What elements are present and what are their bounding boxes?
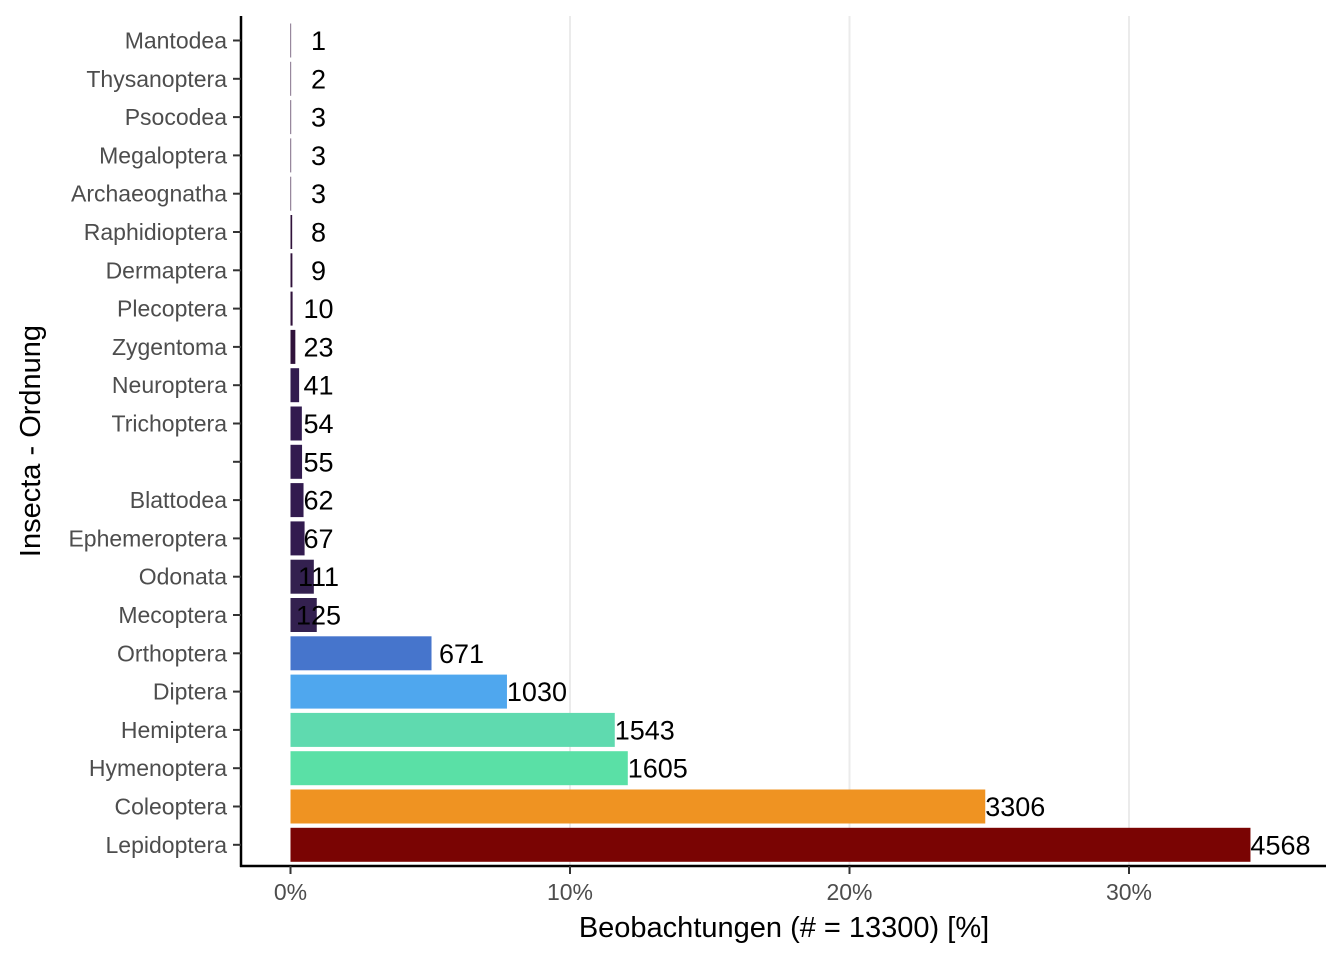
bar-value-label: 23 bbox=[303, 332, 333, 362]
bar bbox=[290, 215, 293, 249]
y-tick-label: Coleoptera bbox=[114, 794, 227, 820]
bar-value-label: 3 bbox=[311, 103, 326, 133]
bar bbox=[290, 674, 507, 709]
y-axis-ticks: Mantodea Thysanoptera Psocodea Megaloptera A… bbox=[68, 28, 241, 858]
bar-value-label: 125 bbox=[296, 601, 341, 631]
bar bbox=[290, 712, 615, 747]
bar bbox=[290, 789, 986, 824]
bar bbox=[290, 291, 293, 326]
bar bbox=[290, 329, 296, 364]
y-tick-label: Hymenoptera bbox=[89, 755, 227, 781]
bar bbox=[290, 176, 292, 211]
y-tick-label: Thysanoptera bbox=[86, 66, 227, 92]
y-tick-label: Orthoptera bbox=[117, 640, 227, 666]
bar bbox=[290, 636, 432, 671]
bar-value-label: 2 bbox=[311, 64, 326, 94]
y-tick-label: Lepidoptera bbox=[106, 832, 228, 858]
bar bbox=[290, 444, 303, 479]
y-tick-label: Ephemeroptera bbox=[68, 525, 227, 551]
y-tick-label: Megaloptera bbox=[99, 142, 227, 168]
x-tick-label: 20% bbox=[826, 879, 872, 905]
bar-value-label: 10 bbox=[303, 294, 333, 324]
bar bbox=[290, 751, 628, 786]
y-tick-label: Plecoptera bbox=[117, 296, 227, 322]
bar-value-label: 111 bbox=[298, 562, 339, 592]
bar bbox=[290, 598, 317, 632]
bar bbox=[290, 406, 302, 441]
bar bbox=[290, 61, 292, 96]
bar-labels-group: 1233389102341545562671111256711030154316… bbox=[296, 26, 1311, 860]
bar bbox=[290, 483, 304, 518]
bar bbox=[290, 559, 314, 594]
y-tick-label: Odonata bbox=[139, 564, 227, 590]
x-axis-ticks: 0% 10% 20% 30% bbox=[274, 866, 1152, 905]
y-tick-label: Raphidioptera bbox=[84, 219, 227, 245]
x-axis-title: Beobachtungen (# = 13300) [%] bbox=[579, 912, 989, 944]
y-tick-label: Psocodea bbox=[125, 104, 228, 130]
bar-value-label: 62 bbox=[303, 486, 333, 516]
bar-value-label: 3306 bbox=[985, 792, 1045, 822]
bar-value-label: 4568 bbox=[1250, 830, 1310, 860]
bar-value-label: 1 bbox=[311, 26, 326, 56]
y-tick-label: Hemiptera bbox=[121, 717, 227, 743]
bar-value-label: 671 bbox=[439, 639, 484, 669]
bar bbox=[290, 368, 300, 403]
y-tick-label: Trichoptera bbox=[112, 411, 228, 437]
bar-value-label: 3 bbox=[311, 141, 326, 171]
bar-value-label: 41 bbox=[303, 371, 333, 401]
y-tick-label: Mantodea bbox=[125, 28, 228, 54]
bar-value-label: 67 bbox=[303, 524, 333, 554]
x-tick-label: 0% bbox=[274, 879, 307, 905]
y-tick-label: Archaeognatha bbox=[71, 181, 227, 207]
y-tick-label: Zygentoma bbox=[112, 334, 227, 360]
bars-group bbox=[290, 23, 1251, 862]
x-tick-label: 10% bbox=[547, 879, 593, 905]
bar-value-label: 3 bbox=[311, 179, 326, 209]
bar bbox=[290, 827, 1251, 862]
x-tick-label: 30% bbox=[1106, 879, 1152, 905]
bar bbox=[290, 100, 292, 135]
bar-value-label: 8 bbox=[311, 218, 326, 248]
y-tick-label: Mecoptera bbox=[118, 602, 227, 628]
bar bbox=[290, 138, 292, 173]
bar-value-label: 55 bbox=[303, 447, 333, 477]
bar-value-label: 54 bbox=[303, 409, 333, 439]
bar-value-label: 1605 bbox=[628, 754, 688, 784]
bar bbox=[290, 253, 293, 288]
bar-value-label: 1543 bbox=[615, 715, 675, 745]
y-tick-label: Diptera bbox=[153, 679, 227, 705]
bar-value-label: 9 bbox=[311, 256, 326, 286]
y-tick-label: Blattodea bbox=[130, 487, 227, 513]
y-tick-label: Dermaptera bbox=[106, 257, 228, 283]
y-axis-title: Insecta - Ordnung bbox=[15, 325, 47, 557]
y-tick-label: Neuroptera bbox=[112, 372, 227, 398]
bar bbox=[290, 23, 292, 58]
bar-value-label: 1030 bbox=[507, 677, 567, 707]
bar bbox=[290, 521, 305, 556]
